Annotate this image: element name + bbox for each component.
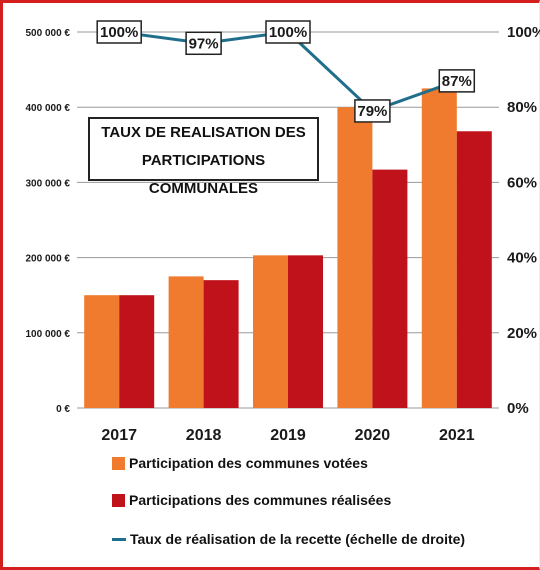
x-tick-label: 2019 xyxy=(270,427,306,444)
right-axis-ticks: 0% 20% 40% 60% 80% 100% xyxy=(507,24,540,417)
bar-votees xyxy=(169,276,204,408)
legend-swatch-votees xyxy=(112,457,125,470)
right-tick-label: 20% xyxy=(507,325,537,342)
x-tick-label: 2017 xyxy=(101,427,137,444)
bar-realisees xyxy=(288,255,323,408)
bar-votees xyxy=(337,107,372,408)
left-tick-label: 300 000 € xyxy=(26,178,71,189)
x-axis-ticks: 2017 2018 2019 2020 2021 xyxy=(101,427,474,444)
chart-title-line-1: TAUX DE REALISATION DES xyxy=(90,119,317,147)
rate-label: 100% xyxy=(100,24,138,41)
left-tick-label: 400 000 € xyxy=(26,103,71,114)
right-tick-label: 80% xyxy=(507,99,537,116)
right-tick-label: 40% xyxy=(507,250,537,267)
left-tick-label: 100 000 € xyxy=(26,329,71,340)
legend-item-votees: Participation des communes votées xyxy=(112,455,368,471)
legend-swatch-realisees xyxy=(112,494,125,507)
x-tick-label: 2020 xyxy=(355,427,391,444)
bar-votees xyxy=(422,88,457,408)
rate-label: 100% xyxy=(269,24,307,41)
rate-label: 97% xyxy=(189,35,219,52)
chart-title-line-2: PARTICIPATIONS COMMUNALES xyxy=(90,147,317,203)
x-tick-label: 2018 xyxy=(186,427,222,444)
legend-item-taux: Taux de réalisation de la recette (échel… xyxy=(112,531,465,547)
left-tick-label: 500 000 € xyxy=(26,28,71,39)
bar-realisees xyxy=(457,131,492,408)
legend-label-votees: Participation des communes votées xyxy=(129,455,368,471)
bar-realisees xyxy=(119,295,154,408)
bar-votees xyxy=(84,295,119,408)
bar-realisees xyxy=(372,170,407,408)
rate-label: 79% xyxy=(357,103,387,120)
left-tick-label: 200 000 € xyxy=(26,254,71,265)
left-tick-label: 0 € xyxy=(56,404,70,415)
legend-label-realisees: Participations des communes réalisées xyxy=(129,492,391,508)
legend-label-taux: Taux de réalisation de la recette (échel… xyxy=(130,531,465,547)
rate-label: 87% xyxy=(442,73,472,90)
x-tick-label: 2021 xyxy=(439,427,475,444)
right-tick-label: 60% xyxy=(507,174,537,191)
right-tick-label: 100% xyxy=(507,24,540,41)
bar-votees xyxy=(253,255,288,408)
bar-realisees xyxy=(204,280,239,408)
legend-swatch-taux xyxy=(112,538,126,541)
chart-title: TAUX DE REALISATION DES PARTICIPATIONS C… xyxy=(88,117,319,181)
right-tick-label: 0% xyxy=(507,400,529,417)
legend-item-realisees: Participations des communes réalisées xyxy=(112,492,391,508)
left-axis-ticks: 0 € 100 000 € 200 000 € 300 000 € 400 000 € 5… xyxy=(26,28,71,415)
